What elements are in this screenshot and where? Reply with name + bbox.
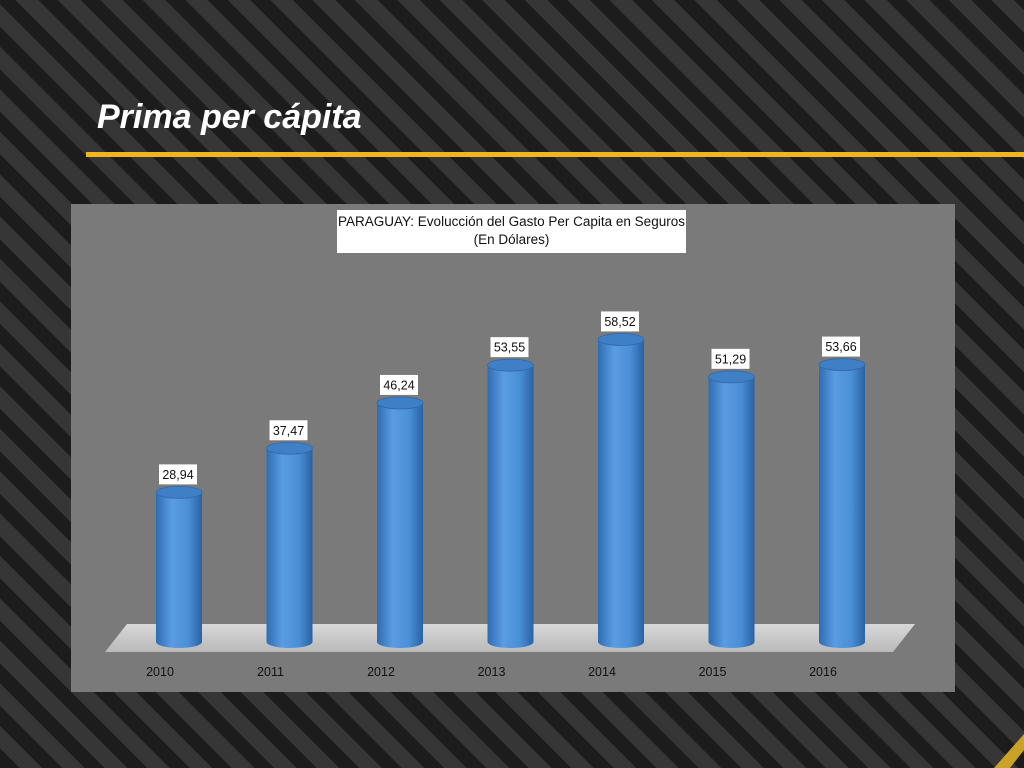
bar-body: [819, 364, 865, 648]
data-label-box: [159, 464, 197, 485]
data-label-text: 46,24: [383, 378, 414, 392]
data-label-2013: 53,55: [490, 337, 529, 358]
data-label-text: 53,55: [494, 341, 525, 355]
x-tick-2013: 2013: [478, 665, 506, 679]
bar-2014: [597, 333, 645, 648]
x-tick-2011: 2011: [257, 665, 284, 679]
data-label-2011: 37,47: [269, 420, 308, 441]
bar-top: [376, 396, 424, 410]
bar-2015: [708, 370, 755, 648]
bar-top: [155, 485, 203, 499]
chart-title: PARAGUAY: Evolucción del Gasto Per Capit…: [337, 210, 686, 253]
x-tick-2012: 2012: [367, 665, 395, 679]
bar-top: [708, 370, 755, 384]
data-label-box: [490, 337, 529, 358]
data-label-2014: 58,52: [601, 311, 639, 332]
bar-body: [708, 376, 755, 648]
bar-body: [377, 402, 423, 648]
bar-2016: [818, 358, 866, 648]
data-label-text: 37,47: [273, 424, 304, 438]
data-label-2015: 51,29: [711, 348, 750, 369]
bar-top: [266, 441, 313, 455]
x-tick-2016: 2016: [809, 665, 837, 679]
bar-top: [818, 358, 866, 371]
data-label-2012: 46,24: [380, 374, 418, 395]
chart-title-line: PARAGUAY: Evolucción del Gasto Per Capit…: [338, 214, 685, 229]
data-label-text: 51,29: [715, 352, 746, 366]
bar-body: [266, 448, 313, 648]
slide-title: Prima per cápita: [97, 98, 362, 136]
corner-accent-stripe: [994, 734, 1024, 768]
data-label-box: [711, 348, 750, 369]
bar-2013: [487, 358, 534, 648]
bar-2012: [376, 396, 424, 648]
bar-body: [156, 492, 202, 648]
chart-panel: 28,94 37,47 46,24 53,55 58,52 51,29 53,66 2010…: [71, 204, 955, 692]
chart-subtitle-line: (En Dólares): [473, 232, 550, 247]
title-underline: [86, 152, 1024, 157]
x-tick-2010: 2010: [146, 665, 174, 679]
bar-2011: [266, 441, 313, 648]
data-label-text: 28,94: [162, 468, 193, 482]
bar-top: [597, 333, 645, 346]
data-label-box: [269, 420, 308, 441]
data-label-2010: 28,94: [159, 464, 197, 485]
chart-plot: 28,94 37,47 46,24 53,55 58,52 51,29 53,66 2010…: [105, 311, 915, 679]
x-tick-2015: 2015: [699, 665, 727, 679]
data-label-2016: 53,66: [822, 336, 860, 357]
data-label-box: [380, 374, 418, 395]
data-label-box: [601, 311, 639, 332]
bar-body: [598, 339, 644, 648]
bar-body: [487, 365, 534, 648]
data-label-text: 53,66: [825, 340, 856, 354]
data-label-text: 58,52: [604, 315, 635, 329]
data-label-box: [822, 336, 860, 357]
bar-2010: [155, 485, 203, 648]
x-tick-2014: 2014: [588, 665, 616, 679]
bar-top: [487, 358, 534, 372]
